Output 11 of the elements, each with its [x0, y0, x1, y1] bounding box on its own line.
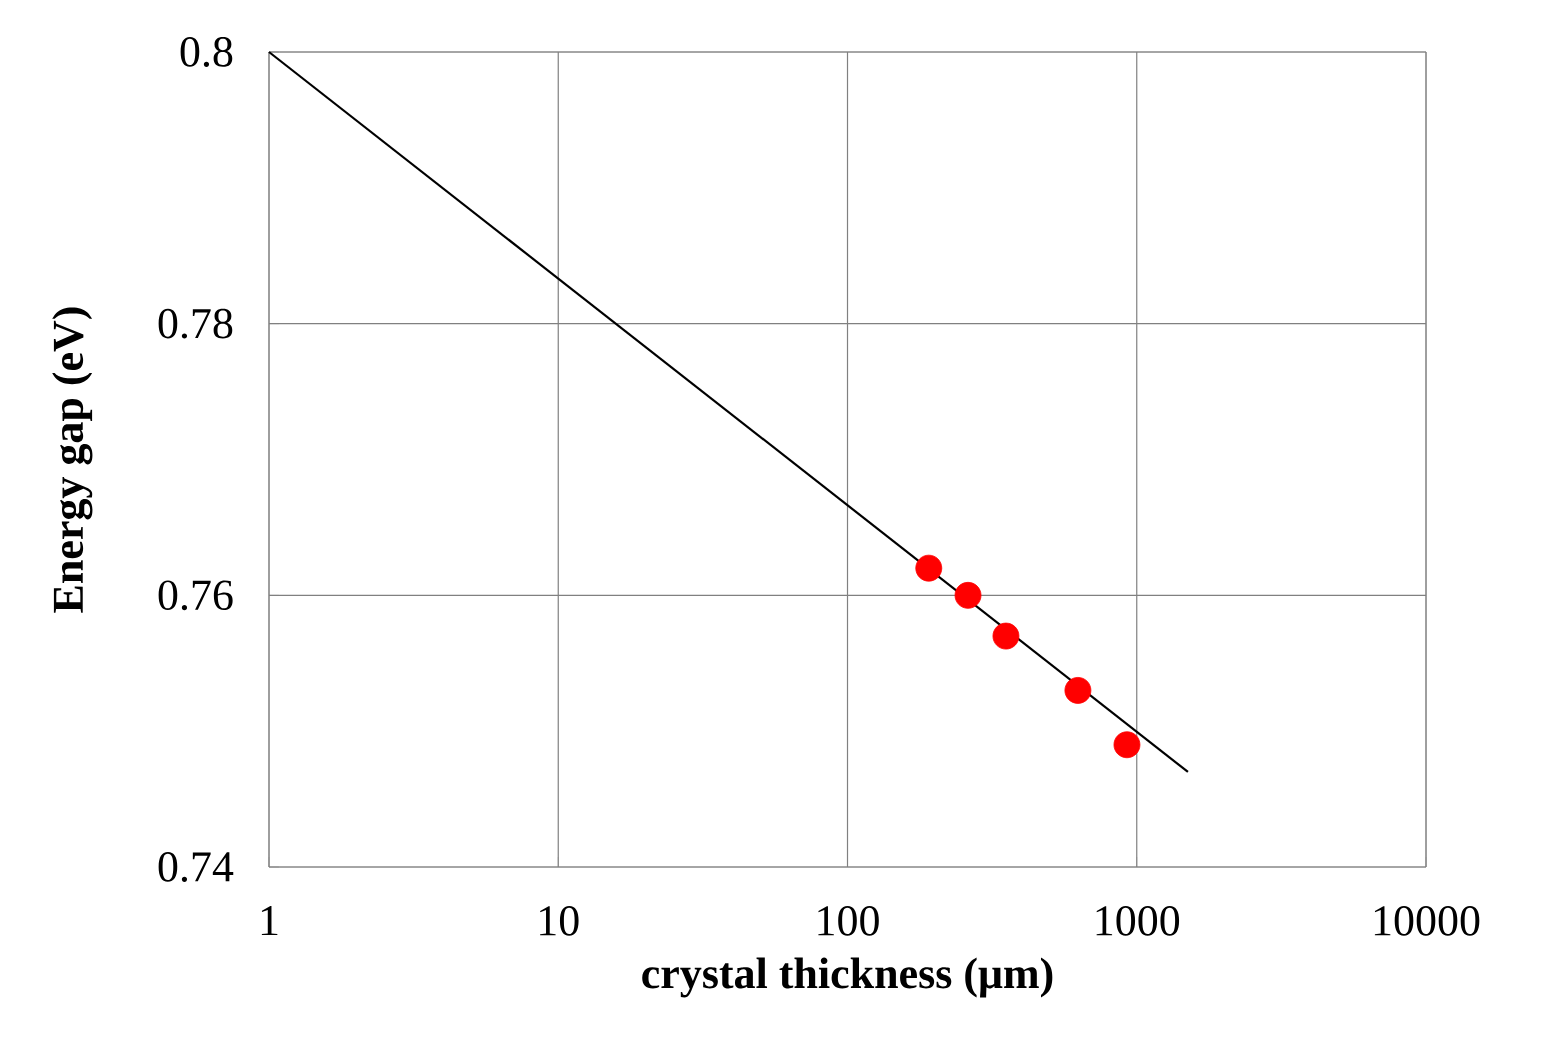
x-tick-label: 1000 [1096, 906, 1180, 936]
y-tick-label: 0.78 [158, 308, 233, 339]
x-tick-label: 10000 [1374, 906, 1480, 936]
y-tick-label: 0.8 [180, 37, 233, 67]
y-tick-label: 0.74 [158, 852, 234, 882]
y-tick-label: 0.76 [158, 580, 233, 611]
x-tick-label: 10 [540, 906, 579, 936]
x-axis-title: crystal thickness (μm) [642, 957, 1053, 998]
x-tick-label: 100 [818, 906, 879, 936]
y-axis-title: Energy gap (eV) [52, 307, 93, 613]
x-tick-label: 1 [261, 906, 278, 936]
